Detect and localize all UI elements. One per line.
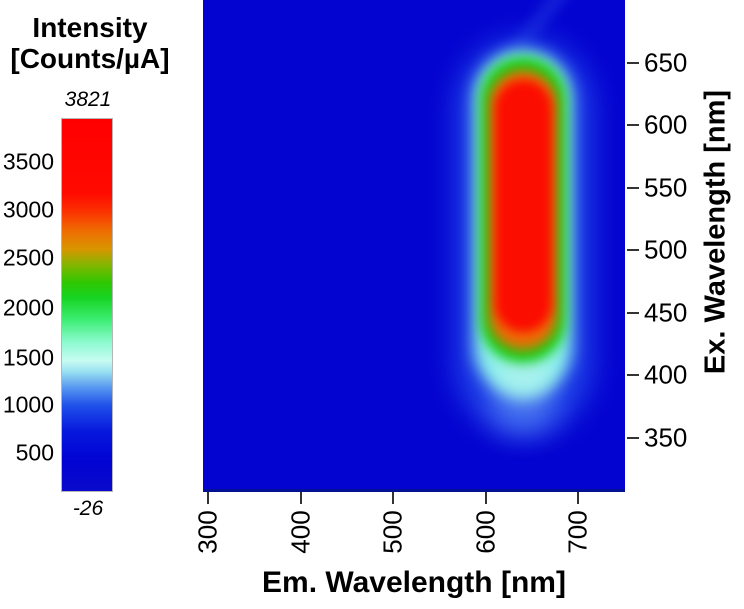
y-tick-mark <box>627 312 639 314</box>
x-tick-mark <box>207 492 209 504</box>
x-tick-mark <box>577 492 579 504</box>
x-tick-mark <box>300 492 302 504</box>
y-tick-mark <box>627 374 639 376</box>
y-tick-label: 550 <box>644 172 688 203</box>
heatmap-hotspot-red-core <box>495 80 552 332</box>
colorbar-tick-label: 500 <box>15 439 54 466</box>
colorbar-tick-label: 2000 <box>2 294 54 321</box>
x-tick-label: 300 <box>192 510 223 554</box>
x-tick-mark <box>485 492 487 504</box>
y-tick-label: 350 <box>644 422 688 453</box>
colorbar-title-line2: [Counts/µA] <box>10 43 170 75</box>
colorbar-tick-label: 3500 <box>2 148 54 175</box>
x-tick-label: 700 <box>562 510 593 554</box>
heatmap-plot-area <box>203 0 625 492</box>
y-tick-mark <box>627 124 639 126</box>
y-tick-label: 600 <box>644 109 688 140</box>
x-tick-label: 600 <box>470 510 501 554</box>
y-tick-mark <box>627 62 639 64</box>
colorbar-tick-label: 1500 <box>2 344 54 371</box>
y-tick-label: 400 <box>644 359 688 390</box>
x-tick-mark <box>392 492 394 504</box>
colorbar-tick-label: 3000 <box>2 196 54 223</box>
y-tick-mark <box>627 249 639 251</box>
x-tick-label: 400 <box>285 510 316 554</box>
y-tick-label: 650 <box>644 47 688 78</box>
colorbar-tick-label: 2500 <box>2 244 54 271</box>
colorbar-min-value: -26 <box>72 497 104 520</box>
y-tick-mark <box>627 187 639 189</box>
colorbar-tick-label: 1000 <box>2 391 54 418</box>
y-tick-label: 450 <box>644 297 688 328</box>
x-tick-label: 500 <box>377 510 408 554</box>
y-tick-mark <box>627 437 639 439</box>
y-tick-label: 500 <box>644 234 688 265</box>
colorbar-title-line1: Intensity <box>32 12 148 43</box>
colorbar-title: Intensity [Counts/µA] <box>0 12 188 75</box>
x-axis-label: Em. Wavelength [nm] <box>262 566 566 599</box>
y-axis-label: Ex. Wavelength [nm] <box>699 89 732 375</box>
colorbar-gradient <box>61 118 113 492</box>
colorbar-max-value: 3821 <box>64 88 112 111</box>
